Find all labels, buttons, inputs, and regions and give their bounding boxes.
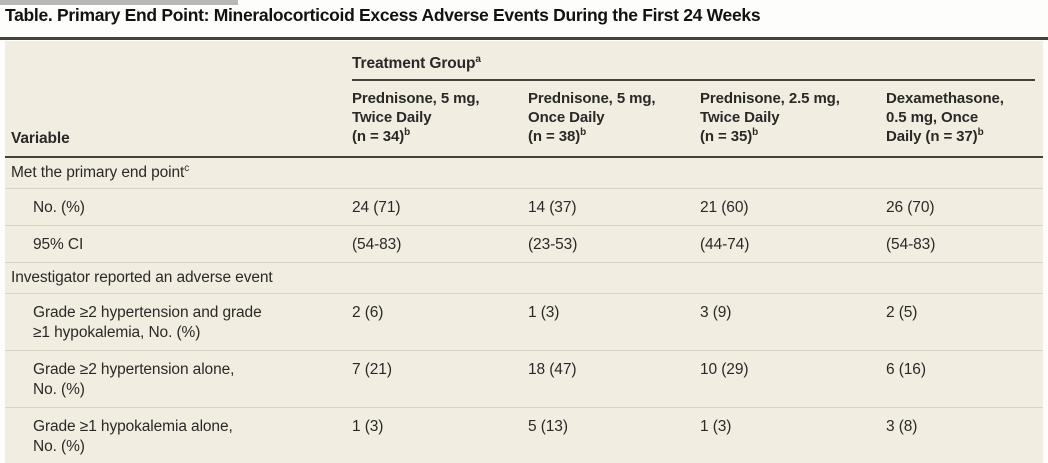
column-header-line: (n = 38)b [528,127,587,146]
column-header-line: (n = 35)b [700,127,759,146]
cell-value: 1 (3) [700,418,732,435]
cell-value: 26 (70) [886,199,935,216]
column-header-line: (n = 34)b [352,127,411,146]
cell-value: 10 (29) [700,361,749,378]
table-body: Met the primary end pointc No. (%) 24 (71)… [5,158,1043,463]
section-header-row: Met the primary end pointc [5,158,1043,188]
cell-value: 2 (5) [886,304,918,321]
column-header: Dexamethasone, 0.5 mg, Once Daily (n = 37)… [886,89,1043,146]
column-header: Prednisone, 2.5 mg, Twice Daily (n = 35)b [700,89,886,146]
cell-value: 14 (37) [528,199,577,216]
section-header-row: Investigator reported an adverse event [5,262,1043,293]
cell-value: 6 (16) [886,361,926,378]
row-label-line: ≥1 hypokalemia, No. (%) [33,324,201,341]
table-row: No. (%) 24 (71) 14 (37) 21 (60) 26 (70) [5,188,1043,225]
cell-value: 3 (9) [700,304,732,321]
footnote-superscript: a [475,53,481,65]
cell-value: 1 (3) [528,304,560,321]
table-row: Grade ≥2 hypertension alone, No. (%) 7 (21… [5,350,1043,407]
table-row: Grade ≥1 hypokalemia alone, No. (%) 1 (3) 5… [5,407,1043,463]
cell-value: 1 (3) [352,418,384,435]
column-header-line: Twice Daily [352,109,432,126]
footnote-superscript: b [580,127,587,138]
row-label: 95% CI [5,226,352,262]
title-rule [0,37,1048,40]
section-header-label: Met the primary end point [11,164,185,181]
cell-value: (23-53) [528,236,578,253]
row-label-line: Grade ≥2 hypertension and grade [33,304,262,321]
cell-value: (54-83) [886,236,936,253]
row-label-line: No. (%) [33,381,85,398]
row-label: Grade ≥2 hypertension alone, No. (%) [5,351,352,407]
cell-value: 3 (8) [886,418,918,435]
cell-value: 24 (71) [352,199,401,216]
column-header-line: Daily (n = 37)b [886,127,984,146]
column-header-line: 0.5 mg, Once [886,109,979,126]
variable-column-header-label: Variable [11,130,70,147]
footnote-superscript: b [404,127,411,138]
column-header-line: Prednisone, 5 mg, [352,90,480,107]
column-header-line: Once Daily [528,109,605,126]
row-label-line: No. (%) [33,199,85,216]
cell-value: (54-83) [352,236,402,253]
row-label: Grade ≥2 hypertension and grade ≥1 hypoka… [5,294,352,350]
variable-column-header: Variable [5,41,352,156]
cell-value: 7 (21) [352,361,392,378]
row-label: Grade ≥1 hypokalemia alone, No. (%) [5,408,352,463]
treatment-group-header-block: Treatment Groupa Prednisone, 5 mg, Twice … [352,41,1043,156]
cell-value: 2 (6) [352,304,384,321]
screen-edge-artifact [0,0,238,5]
treatment-group-header-label: Treatment Group [352,55,476,72]
table-header: Variable Treatment Groupa Prednisone, 5 … [5,41,1043,158]
column-header-line: Prednisone, 5 mg, [528,90,656,107]
column-header-line: Dexamethasone, [886,90,1004,107]
column-header: Prednisone, 5 mg, Once Daily (n = 38)b [528,89,700,146]
treatment-group-header: Treatment Groupa [352,53,1043,73]
table-row: 95% CI (54-83) (23-53) (44-74) (54-83) [5,225,1043,262]
table-row: Grade ≥2 hypertension and grade ≥1 hypoka… [5,293,1043,350]
row-label-line: No. (%) [33,438,85,455]
section-header-label: Investigator reported an adverse event [11,269,273,286]
column-header-line: Twice Daily [700,109,780,126]
treatment-group-rule [352,79,1035,81]
row-label: No. (%) [5,189,352,225]
table: Variable Treatment Groupa Prednisone, 5 … [5,41,1043,463]
cell-value: 18 (47) [528,361,577,378]
footnote-superscript: b [752,127,759,138]
column-header-line: Prednisone, 2.5 mg, [700,90,840,107]
row-label-line: Grade ≥2 hypertension alone, [33,361,235,378]
cell-value: (44-74) [700,236,750,253]
cell-value: 5 (13) [528,418,568,435]
footnote-superscript: b [977,127,984,138]
column-header: Prednisone, 5 mg, Twice Daily (n = 34)b [352,89,528,146]
column-headers-row: Prednisone, 5 mg, Twice Daily (n = 34)b Pre… [352,81,1043,156]
row-label-line: Grade ≥1 hypokalemia alone, [33,418,233,435]
row-label-line: 95% CI [33,236,84,253]
footnote-superscript: c [184,162,190,174]
cell-value: 21 (60) [700,199,749,216]
table-title: Table. Primary End Point: Mineralocortic… [5,5,761,25]
